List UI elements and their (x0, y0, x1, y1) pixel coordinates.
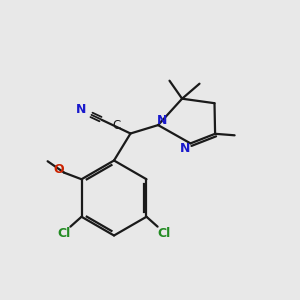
Text: Cl: Cl (158, 227, 171, 240)
Text: N: N (180, 142, 190, 155)
Text: N: N (76, 103, 86, 116)
Text: O: O (53, 163, 64, 176)
Text: Cl: Cl (57, 227, 70, 240)
Text: C: C (112, 119, 121, 132)
Text: N: N (157, 114, 167, 127)
